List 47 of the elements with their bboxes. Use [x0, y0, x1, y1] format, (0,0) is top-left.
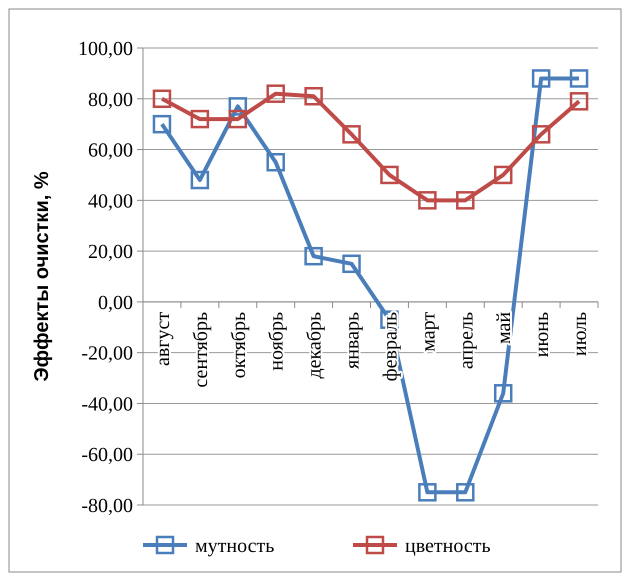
y-tick-label: -20,00	[81, 342, 133, 365]
point	[190, 170, 210, 190]
point	[304, 86, 323, 106]
point	[570, 92, 588, 111]
point	[494, 166, 512, 184]
point	[418, 483, 437, 502]
legend-label: цветность	[405, 535, 491, 557]
point	[532, 69, 550, 88]
point	[190, 110, 210, 128]
x-tick-label: ноябрь	[266, 312, 288, 371]
point	[152, 114, 172, 134]
y-axis-title: Эффекты очистки, %	[31, 171, 53, 382]
y-tick-label: 80,00	[88, 88, 133, 111]
legend-label: мутность	[195, 535, 274, 557]
y-tick-label: 60,00	[88, 140, 133, 162]
x-tick-label: май	[493, 312, 516, 344]
point	[418, 191, 437, 210]
x-tick-label: август	[152, 312, 174, 366]
x-tick-label: март	[417, 312, 440, 352]
point	[456, 483, 475, 502]
point	[342, 254, 361, 274]
x-tick-label: апрель	[455, 312, 478, 370]
y-tick-label: 20,00	[88, 241, 133, 264]
x-tick-label: июнь	[531, 312, 554, 358]
y-tick-label: -40,00	[81, 393, 133, 416]
y-tick-label: 0,00	[98, 292, 133, 314]
x-tick-label: июль	[569, 312, 592, 356]
point	[380, 166, 399, 184]
point	[266, 153, 285, 172]
point	[228, 110, 248, 128]
y-tick-label: -80,00	[81, 495, 133, 517]
point	[570, 69, 588, 88]
point	[456, 191, 475, 210]
x-tick-label: январь	[342, 312, 364, 369]
x-tick-label: сентябрь	[190, 312, 212, 388]
x-tick-label: октябрь	[228, 312, 250, 378]
point	[532, 125, 550, 144]
point	[342, 125, 361, 144]
point	[304, 246, 323, 266]
x-tick-label: декабрь	[304, 312, 326, 379]
y-tick-label: 100,00	[78, 38, 133, 60]
x-tick-label: февраль	[379, 312, 402, 382]
y-tick-label: 40,00	[88, 190, 133, 212]
y-tick-label: -60,00	[81, 444, 133, 466]
point	[494, 384, 512, 403]
point	[152, 90, 172, 108]
point	[266, 84, 285, 103]
